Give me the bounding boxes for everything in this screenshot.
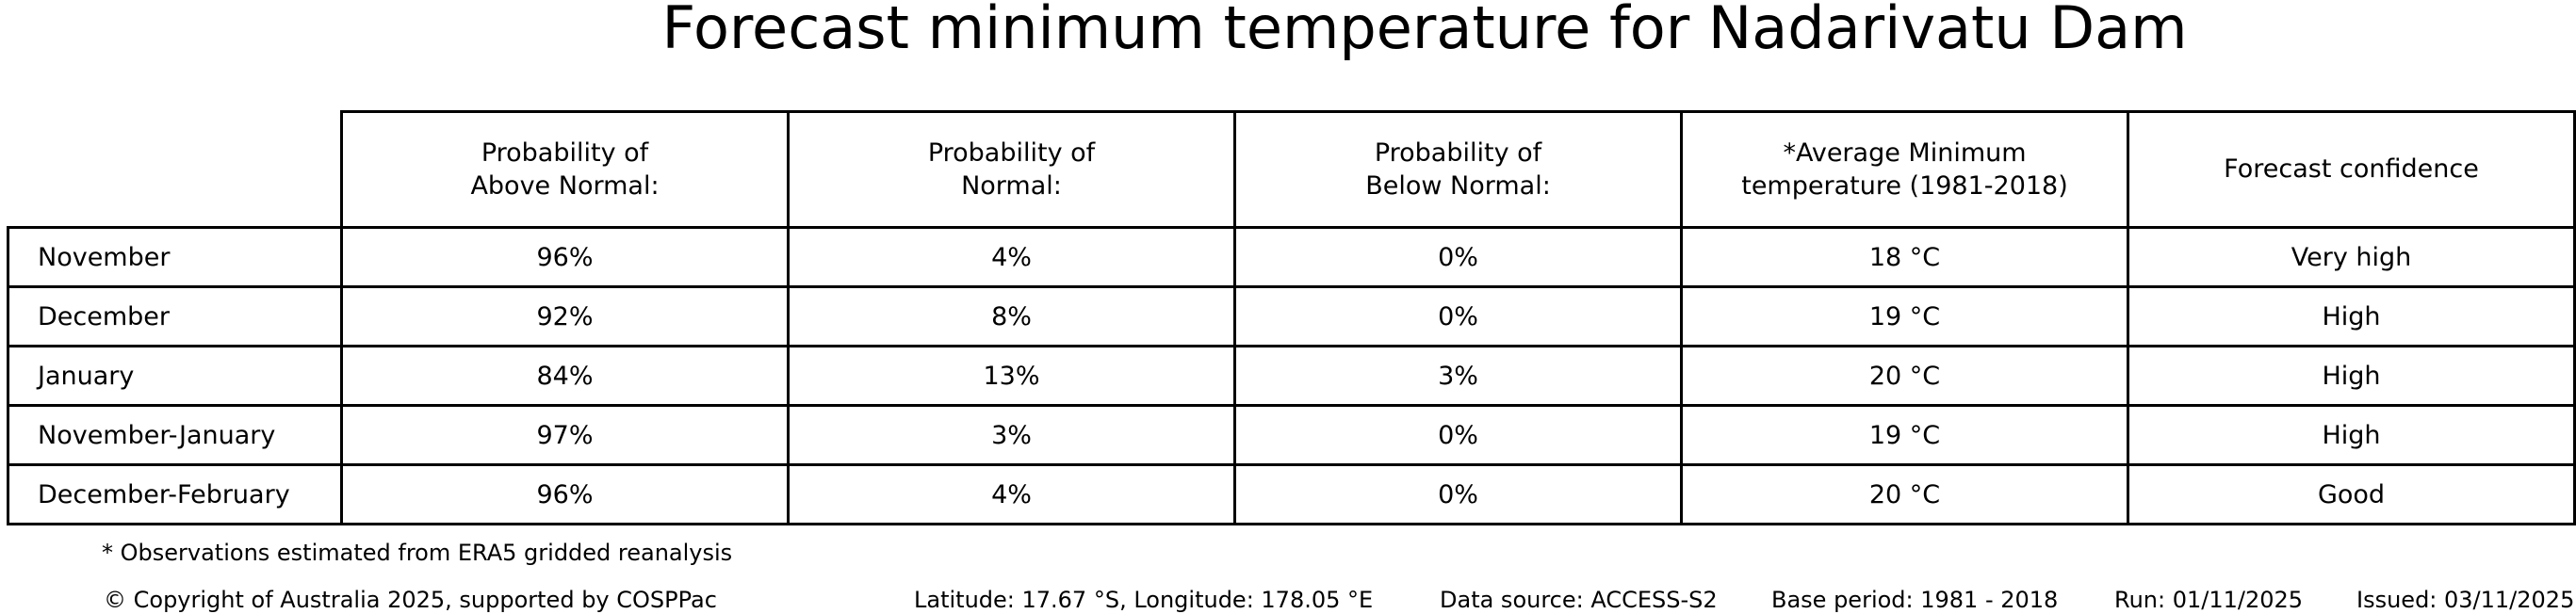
row-label: November [7, 226, 343, 288]
cell-prob-below-normal: 0% [1233, 226, 1683, 288]
forecast-table: Probability of Above Normal: Probability… [7, 110, 2576, 525]
table-row-december-february: December-February 96% 4% 0% 20 °C Good [7, 463, 2576, 525]
cell-avg-min-temperature: 20 °C [1680, 345, 2129, 407]
run-date-text: Run: 01/11/2025 [2114, 587, 2304, 613]
cell-prob-below-normal: 0% [1233, 404, 1683, 466]
table-row-november-january: November-January 97% 3% 0% 19 °C High [7, 404, 2576, 466]
header-row: Probability of Above Normal: Probability… [8, 110, 2576, 229]
cell-prob-above-normal: 84% [340, 345, 790, 407]
cell-prob-normal: 4% [787, 226, 1236, 288]
cell-forecast-confidence: High [2127, 345, 2576, 407]
cell-avg-min-temperature: 18 °C [1680, 226, 2129, 288]
col-header-prob-normal: Probability of Normal: [787, 110, 1236, 229]
cell-prob-above-normal: 92% [340, 285, 790, 347]
col-header-prob-above-normal: Probability of Above Normal: [340, 110, 790, 229]
cell-prob-below-normal: 0% [1233, 285, 1683, 347]
cell-prob-above-normal: 96% [340, 463, 790, 525]
table-row-january: January 84% 13% 3% 20 °C High [7, 345, 2576, 407]
chart-title: Forecast minimum temperature for Nadariv… [661, 0, 2188, 62]
row-label: December [7, 285, 343, 347]
cell-avg-min-temperature: 19 °C [1680, 404, 2129, 466]
cell-forecast-confidence: High [2127, 404, 2576, 466]
cell-prob-normal: 8% [787, 285, 1236, 347]
cell-forecast-confidence: Good [2127, 463, 2576, 525]
cell-prob-above-normal: 96% [340, 226, 790, 288]
cell-prob-normal: 3% [787, 404, 1236, 466]
table-row-december: December 92% 8% 0% 19 °C High [7, 285, 2576, 347]
cell-avg-min-temperature: 19 °C [1680, 285, 2129, 347]
base-period-text: Base period: 1981 - 2018 [1771, 587, 2059, 613]
row-label: December-February [7, 463, 343, 525]
cell-prob-normal: 13% [787, 345, 1236, 407]
row-label: January [7, 345, 343, 407]
footnote: * Observations estimated from ERA5 gridd… [102, 540, 733, 566]
cell-prob-above-normal: 97% [340, 404, 790, 466]
cell-forecast-confidence: Very high [2127, 226, 2576, 288]
row-label: November-January [7, 404, 343, 466]
cell-prob-below-normal: 3% [1233, 345, 1683, 407]
cell-prob-normal: 4% [787, 463, 1236, 525]
latitude-longitude-text: Latitude: 17.67 °S, Longitude: 178.05 °E [914, 587, 1374, 613]
table-row-november: November 96% 4% 0% 18 °C Very high [7, 226, 2576, 288]
data-source-text: Data source: ACCESS-S2 [1440, 587, 1718, 613]
cell-forecast-confidence: High [2127, 285, 2576, 347]
cell-avg-min-temperature: 20 °C [1680, 463, 2129, 525]
issued-date-text: Issued: 03/11/2025 [2356, 587, 2575, 613]
col-header-avg-min-temperature: *Average Minimum temperature (1981-2018) [1680, 110, 2129, 229]
copyright-text: © Copyright of Australia 2025, supported… [104, 587, 717, 613]
col-header-prob-below-normal: Probability of Below Normal: [1233, 110, 1683, 229]
cell-prob-below-normal: 0% [1233, 463, 1683, 525]
footer-bar: © Copyright of Australia 2025, supported… [0, 588, 2576, 614]
col-header-forecast-confidence: Forecast confidence [2127, 110, 2576, 229]
corner-cell [8, 112, 342, 228]
